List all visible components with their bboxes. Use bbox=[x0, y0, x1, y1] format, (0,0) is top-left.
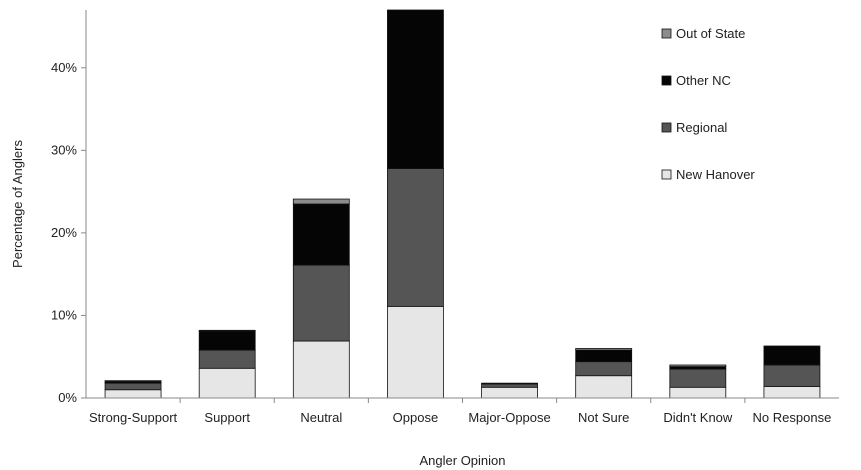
legend-label-regional: Regional bbox=[676, 120, 727, 135]
x-tick-label: Neutral bbox=[300, 410, 342, 425]
bar-regional-no-response bbox=[763, 364, 821, 387]
bar-new-hanover-major-oppose bbox=[481, 386, 538, 399]
legend-swatch-regional bbox=[661, 122, 672, 133]
bar-regional-neutral bbox=[292, 264, 350, 342]
x-tick-label: Support bbox=[204, 410, 250, 425]
x-tick-label: Not Sure bbox=[578, 410, 629, 425]
bar-out-of-state-not-sure bbox=[575, 348, 633, 351]
bar-new-hanover-neutral bbox=[292, 340, 350, 399]
x-axis-title: Angler Opinion bbox=[420, 453, 506, 468]
bar-new-hanover-strong-support bbox=[104, 389, 162, 399]
legend: Out of State Other NC Regional New Hanover bbox=[661, 26, 755, 182]
bar-new-hanover-not-sure bbox=[575, 375, 633, 399]
bar-other-nc-neutral bbox=[292, 203, 350, 266]
y-tick-label: 20% bbox=[51, 225, 77, 240]
bar-new-hanover-no-response bbox=[763, 386, 821, 399]
bar-other-nc-no-response bbox=[763, 345, 821, 366]
legend-swatch-other-nc bbox=[661, 75, 672, 86]
y-ticks: 0% 10% 20% 30% 40% bbox=[51, 60, 86, 405]
x-tick-label: Didn't Know bbox=[663, 410, 733, 425]
x-ticks: Strong-Support Support Neutral Oppose Major-… bbox=[89, 398, 831, 425]
bars-layer bbox=[104, 9, 821, 399]
x-tick-label: Major-Oppose bbox=[468, 410, 550, 425]
bar-new-hanover-didn-t-know bbox=[669, 386, 727, 399]
bar-new-hanover-support bbox=[198, 367, 256, 399]
y-tick-label: 0% bbox=[58, 390, 77, 405]
y-tick-label: 40% bbox=[51, 60, 77, 75]
y-tick-label: 10% bbox=[51, 307, 77, 322]
bar-out-of-state-neutral bbox=[292, 198, 350, 205]
bar-out-of-state-support bbox=[198, 329, 256, 332]
bar-out-of-state-strong-support bbox=[104, 380, 162, 382]
bar-other-nc-support bbox=[198, 330, 256, 351]
x-tick-label: Strong-Support bbox=[89, 410, 178, 425]
bar-regional-didn-t-know bbox=[669, 368, 727, 388]
legend-label-new-hanover: New Hanover bbox=[676, 167, 755, 182]
bar-regional-major-oppose bbox=[481, 383, 538, 388]
y-tick-label: 30% bbox=[51, 142, 77, 157]
bar-other-nc-oppose bbox=[387, 9, 444, 169]
x-tick-label: No Response bbox=[753, 410, 832, 425]
bar-regional-strong-support bbox=[104, 382, 162, 391]
legend-swatch-out-of-state bbox=[661, 28, 672, 39]
legend-swatch-new-hanover bbox=[661, 169, 672, 180]
bar-out-of-state-didn-t-know bbox=[669, 364, 727, 368]
y-axis-title: Percentage of Anglers bbox=[10, 140, 25, 268]
bar-new-hanover-oppose bbox=[387, 305, 444, 399]
bar-regional-not-sure bbox=[575, 361, 633, 377]
legend-label-out-of-state: Out of State bbox=[676, 26, 745, 41]
bar-regional-support bbox=[198, 349, 256, 369]
x-tick-label: Oppose bbox=[393, 410, 439, 425]
bar-regional-oppose bbox=[387, 168, 444, 307]
bar-other-nc-major-oppose bbox=[481, 382, 538, 385]
bar-other-nc-not-sure bbox=[575, 349, 633, 363]
legend-label-other-nc: Other NC bbox=[676, 73, 731, 88]
